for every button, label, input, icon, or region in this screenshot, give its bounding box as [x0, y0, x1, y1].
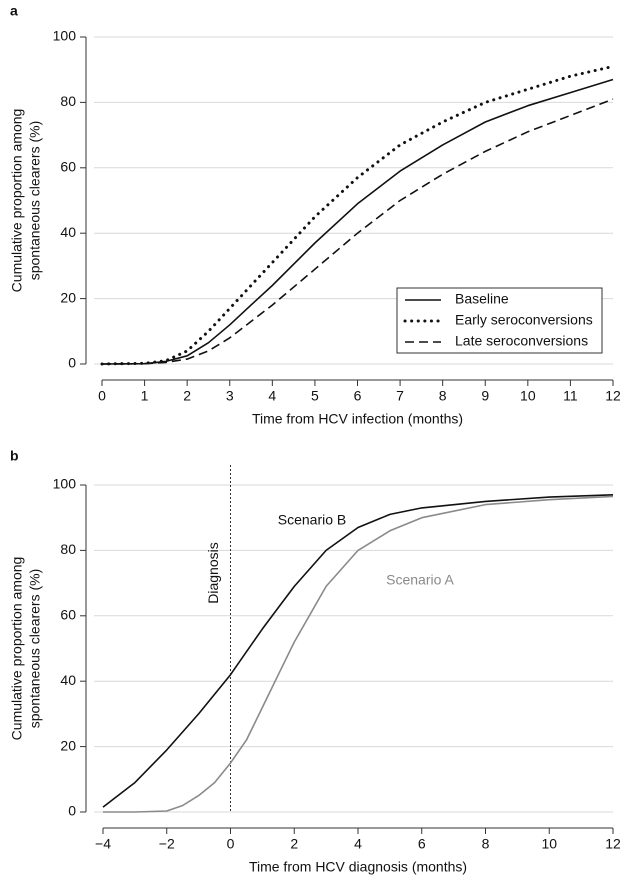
- series-line: [101, 78, 614, 365]
- y-tick-label: 60: [60, 607, 76, 623]
- series-line: [101, 98, 614, 365]
- y-tick-label: 100: [53, 476, 77, 492]
- series-annotation: Scenario B: [278, 512, 346, 528]
- series-annotation: Scenario A: [386, 572, 454, 588]
- x-tick-label: 11: [563, 388, 578, 404]
- x-tick-label: −2: [159, 836, 175, 852]
- x-tick-label: 0: [98, 388, 106, 404]
- y-axis-label: spontaneous clearers (%): [27, 569, 43, 729]
- x-tick-label: 1: [141, 388, 149, 404]
- x-tick-label: 2: [183, 388, 191, 404]
- panel-label: b: [10, 448, 19, 464]
- x-tick-label: 7: [396, 388, 404, 404]
- x-tick-label: 10: [541, 836, 557, 852]
- y-tick-label: 20: [60, 737, 76, 753]
- y-tick-label: 60: [60, 159, 76, 175]
- x-tick-label: 9: [481, 388, 489, 404]
- y-tick-label: 0: [68, 803, 76, 819]
- y-tick-label: 100: [53, 28, 77, 44]
- y-tick-label: 40: [60, 224, 76, 240]
- x-tick-label: 6: [354, 388, 362, 404]
- legend-label: Baseline: [455, 291, 509, 307]
- series-line: [100, 64, 615, 366]
- x-tick-label: 10: [520, 388, 536, 404]
- x-axis-label: Time from HCV diagnosis (months): [249, 859, 467, 875]
- y-axis-label: Cumulative proportion among: [9, 109, 25, 293]
- x-axis-label: Time from HCV infection (months): [252, 411, 463, 427]
- y-axis-label: spontaneous clearers (%): [27, 121, 43, 281]
- y-tick-label: 80: [60, 541, 76, 557]
- x-tick-label: 12: [605, 836, 621, 852]
- x-tick-label: 4: [268, 388, 276, 404]
- x-tick-label: −4: [95, 836, 111, 852]
- reference-label: Diagnosis: [205, 542, 221, 603]
- series-line: [102, 494, 614, 808]
- y-tick-label: 80: [60, 93, 76, 109]
- x-tick-label: 4: [354, 836, 362, 852]
- x-tick-label: 12: [605, 388, 621, 404]
- legend-label: Late seroconversions: [455, 333, 588, 349]
- x-tick-label: 6: [418, 836, 426, 852]
- x-tick-label: 3: [226, 388, 234, 404]
- panel-label: a: [10, 3, 18, 19]
- y-tick-label: 40: [60, 672, 76, 688]
- y-axis-label: Cumulative proportion among: [9, 557, 25, 741]
- x-tick-label: 0: [227, 836, 235, 852]
- y-tick-label: 0: [68, 355, 76, 371]
- x-tick-label: 8: [439, 388, 447, 404]
- series-line: [103, 495, 614, 813]
- x-tick-label: 8: [482, 836, 490, 852]
- x-tick-label: 2: [290, 836, 298, 852]
- y-tick-label: 20: [60, 289, 76, 305]
- legend-label: Early seroconversions: [455, 312, 593, 328]
- x-tick-label: 5: [311, 388, 319, 404]
